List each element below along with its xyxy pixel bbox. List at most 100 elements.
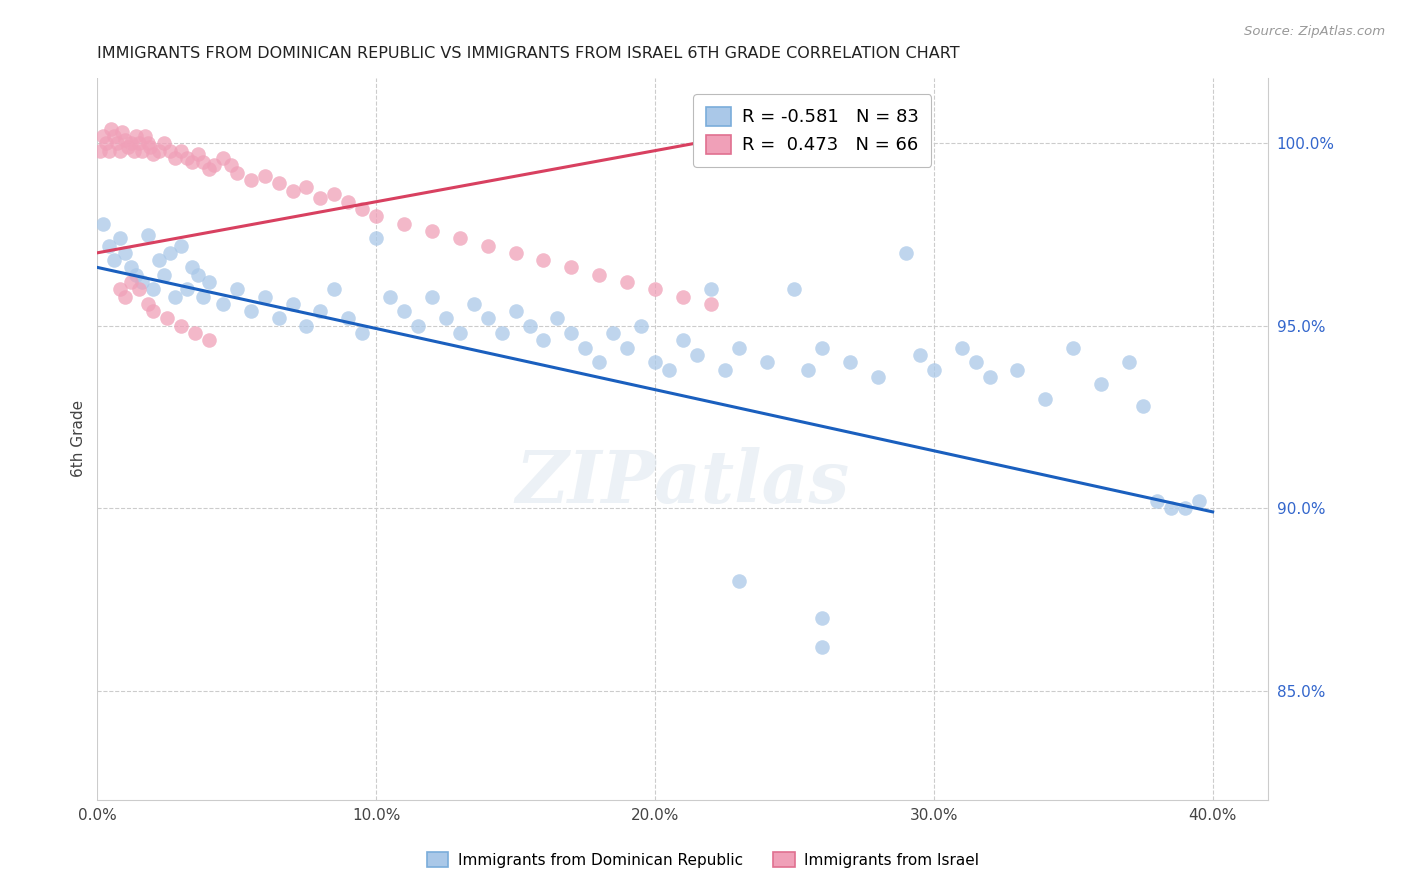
Point xyxy=(225,282,247,296)
Point xyxy=(114,290,136,304)
Point xyxy=(630,318,652,333)
Point xyxy=(253,169,276,184)
Point xyxy=(366,210,388,224)
Point xyxy=(165,290,187,304)
Point xyxy=(1062,341,1084,355)
Point xyxy=(211,151,233,165)
Point xyxy=(533,253,555,268)
Point xyxy=(644,355,666,369)
Point xyxy=(1188,494,1211,508)
Point xyxy=(1174,501,1197,516)
Point xyxy=(295,180,318,194)
Point xyxy=(574,341,596,355)
Point xyxy=(94,136,117,151)
Point xyxy=(672,290,695,304)
Point xyxy=(1146,494,1168,508)
Point xyxy=(797,362,820,376)
Point xyxy=(868,370,890,384)
Point xyxy=(281,184,304,198)
Point xyxy=(1118,355,1140,369)
Point xyxy=(477,311,499,326)
Point xyxy=(323,282,346,296)
Point xyxy=(449,326,471,340)
Point xyxy=(170,144,193,158)
Point xyxy=(120,136,142,151)
Point xyxy=(108,231,131,245)
Point xyxy=(225,165,247,179)
Point xyxy=(519,318,541,333)
Point xyxy=(159,144,181,158)
Point xyxy=(491,326,513,340)
Point xyxy=(198,161,221,176)
Point xyxy=(103,129,125,144)
Point xyxy=(125,129,148,144)
Point xyxy=(114,245,136,260)
Point xyxy=(546,311,568,326)
Point xyxy=(420,290,443,304)
Point xyxy=(181,154,204,169)
Point xyxy=(434,311,457,326)
Point xyxy=(159,245,181,260)
Point xyxy=(136,297,159,311)
Point xyxy=(156,311,179,326)
Point xyxy=(420,224,443,238)
Legend: R = -0.581   N = 83, R =  0.473   N = 66: R = -0.581 N = 83, R = 0.473 N = 66 xyxy=(693,94,932,167)
Point xyxy=(219,158,242,172)
Point xyxy=(908,348,931,362)
Point xyxy=(392,217,415,231)
Point xyxy=(136,227,159,242)
Point xyxy=(616,341,638,355)
Point xyxy=(176,282,198,296)
Point xyxy=(187,268,209,282)
Text: IMMIGRANTS FROM DOMINICAN REPUBLIC VS IMMIGRANTS FROM ISRAEL 6TH GRADE CORRELATI: IMMIGRANTS FROM DOMINICAN REPUBLIC VS IM… xyxy=(97,46,960,62)
Point xyxy=(616,275,638,289)
Point xyxy=(211,297,233,311)
Point xyxy=(700,297,723,311)
Point xyxy=(125,268,148,282)
Point xyxy=(839,355,862,369)
Point xyxy=(337,311,360,326)
Point xyxy=(184,326,207,340)
Point xyxy=(134,129,156,144)
Point xyxy=(142,147,165,161)
Point xyxy=(136,136,159,151)
Point xyxy=(979,370,1001,384)
Point xyxy=(533,334,555,348)
Point xyxy=(170,318,193,333)
Point xyxy=(309,191,332,205)
Point xyxy=(811,610,834,624)
Point xyxy=(97,238,120,252)
Point xyxy=(811,341,834,355)
Legend: Immigrants from Dominican Republic, Immigrants from Israel: Immigrants from Dominican Republic, Immi… xyxy=(420,846,986,873)
Point xyxy=(193,290,215,304)
Point xyxy=(120,260,142,275)
Point xyxy=(89,144,111,158)
Point xyxy=(187,147,209,161)
Point xyxy=(153,268,176,282)
Point xyxy=(131,144,153,158)
Point xyxy=(965,355,987,369)
Point xyxy=(100,121,122,136)
Point xyxy=(111,125,134,139)
Point xyxy=(131,275,153,289)
Point xyxy=(392,304,415,318)
Point xyxy=(352,202,374,216)
Point xyxy=(922,362,945,376)
Point xyxy=(239,173,262,187)
Point xyxy=(108,282,131,296)
Point xyxy=(117,140,139,154)
Point xyxy=(97,144,120,158)
Point xyxy=(198,275,221,289)
Point xyxy=(148,144,170,158)
Point xyxy=(204,158,226,172)
Point xyxy=(103,253,125,268)
Point xyxy=(378,290,401,304)
Point xyxy=(253,290,276,304)
Point xyxy=(323,187,346,202)
Point xyxy=(755,355,778,369)
Point xyxy=(165,151,187,165)
Point xyxy=(170,238,193,252)
Point xyxy=(560,326,582,340)
Point xyxy=(142,304,165,318)
Point xyxy=(700,282,723,296)
